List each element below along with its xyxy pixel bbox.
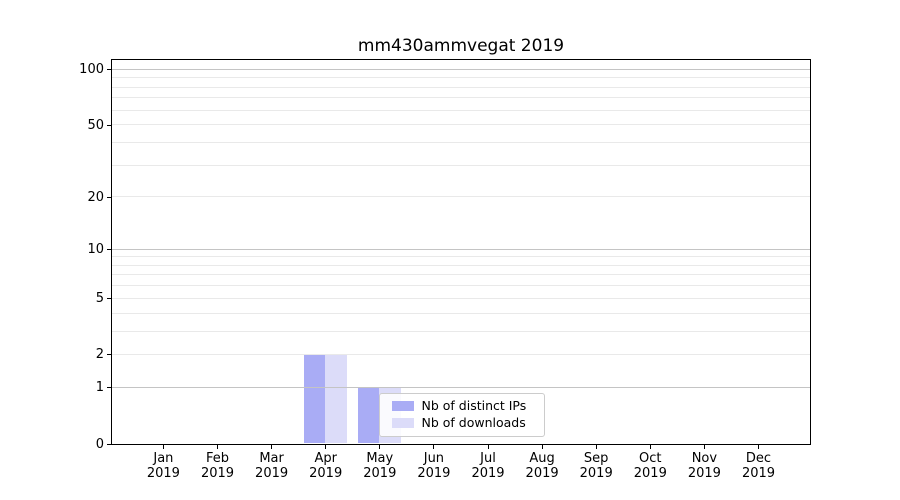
x-tick-label: Jun 2019 — [417, 451, 451, 481]
gridline-minor — [111, 256, 810, 258]
y-tick — [107, 354, 112, 356]
gridline-minor — [111, 312, 810, 314]
y-tick — [107, 196, 112, 198]
gridline-minor — [111, 297, 810, 299]
y-tick — [107, 443, 112, 445]
x-tick-label: Aug 2019 — [525, 451, 559, 481]
x-tick — [649, 445, 651, 449]
gridline-minor — [111, 109, 810, 111]
grid-layer — [111, 60, 810, 444]
gridline-minor — [111, 141, 810, 143]
x-tick-label: Jan 2019 — [146, 451, 180, 481]
y-tick — [107, 124, 112, 126]
x-tick — [217, 445, 218, 449]
gridline-minor — [111, 285, 810, 287]
legend-item-downloads: Nb of downloads — [391, 415, 536, 431]
bar-downloads — [325, 354, 347, 444]
legend-label-downloads: Nb of downloads — [421, 415, 526, 430]
x-tick — [487, 445, 489, 449]
bar-distinct-ips — [303, 354, 326, 444]
gridline-minor — [111, 274, 810, 276]
y-tick-label: 50 — [87, 117, 104, 133]
gridline-minor — [111, 86, 810, 88]
y-tick-label: 2 — [95, 347, 104, 363]
gridline-minor — [111, 196, 810, 198]
x-tick — [162, 445, 164, 449]
chart-title: mm430ammvegat 2019 — [357, 36, 565, 56]
gridline-minor — [111, 124, 810, 126]
gridline-minor — [111, 330, 810, 332]
x-tick-label: Oct 2019 — [633, 451, 667, 481]
legend-swatch-downloads — [391, 418, 414, 428]
x-tick-label: Apr 2019 — [309, 451, 343, 481]
y-tick-label: 5 — [95, 291, 104, 307]
x-tick-label: Mar 2019 — [255, 451, 289, 481]
y-tick-label: 10 — [87, 242, 104, 258]
y-tick — [107, 298, 112, 300]
x-tick — [325, 445, 327, 449]
x-tick — [541, 445, 543, 449]
legend-label-distinct-ips: Nb of distinct IPs — [421, 398, 527, 413]
plot-area: Nb of distinct IPs Nb of downloads — [110, 58, 811, 445]
x-tick — [595, 445, 597, 449]
y-tick-label: 20 — [87, 189, 104, 205]
gridline-minor — [111, 164, 810, 166]
gridline-minor — [111, 264, 810, 266]
x-tick-label: Feb 2019 — [200, 451, 235, 481]
y-tick — [107, 69, 112, 71]
y-tick-label: 1 — [95, 380, 104, 396]
legend-item-distinct-ips: Nb of distinct IPs — [391, 398, 536, 414]
gridline-minor — [111, 97, 810, 99]
legend: Nb of distinct IPs Nb of downloads — [378, 392, 545, 437]
x-tick — [379, 445, 381, 449]
y-tick — [107, 249, 112, 251]
gridline-major — [111, 68, 810, 70]
gridline-minor — [111, 353, 810, 355]
gridline-minor — [111, 77, 810, 79]
x-tick — [271, 445, 273, 449]
x-tick-label: Sep 2019 — [579, 451, 613, 481]
x-tick — [433, 445, 435, 449]
gridline-major — [111, 248, 810, 250]
x-tick-label: Jul 2019 — [471, 451, 505, 481]
x-tick-label: Nov 2019 — [687, 451, 721, 481]
bar-distinct-ips — [357, 387, 380, 444]
y-tick-label: 100 — [79, 62, 104, 78]
x-tick-label: May 2019 — [363, 451, 397, 481]
y-tick-label: 0 — [95, 436, 104, 452]
gridline-major — [111, 386, 810, 388]
x-tick — [703, 445, 705, 449]
y-tick — [107, 387, 112, 389]
legend-swatch-distinct-ips — [391, 401, 414, 411]
x-tick — [758, 445, 759, 449]
x-tick-label: Dec 2019 — [741, 451, 776, 481]
